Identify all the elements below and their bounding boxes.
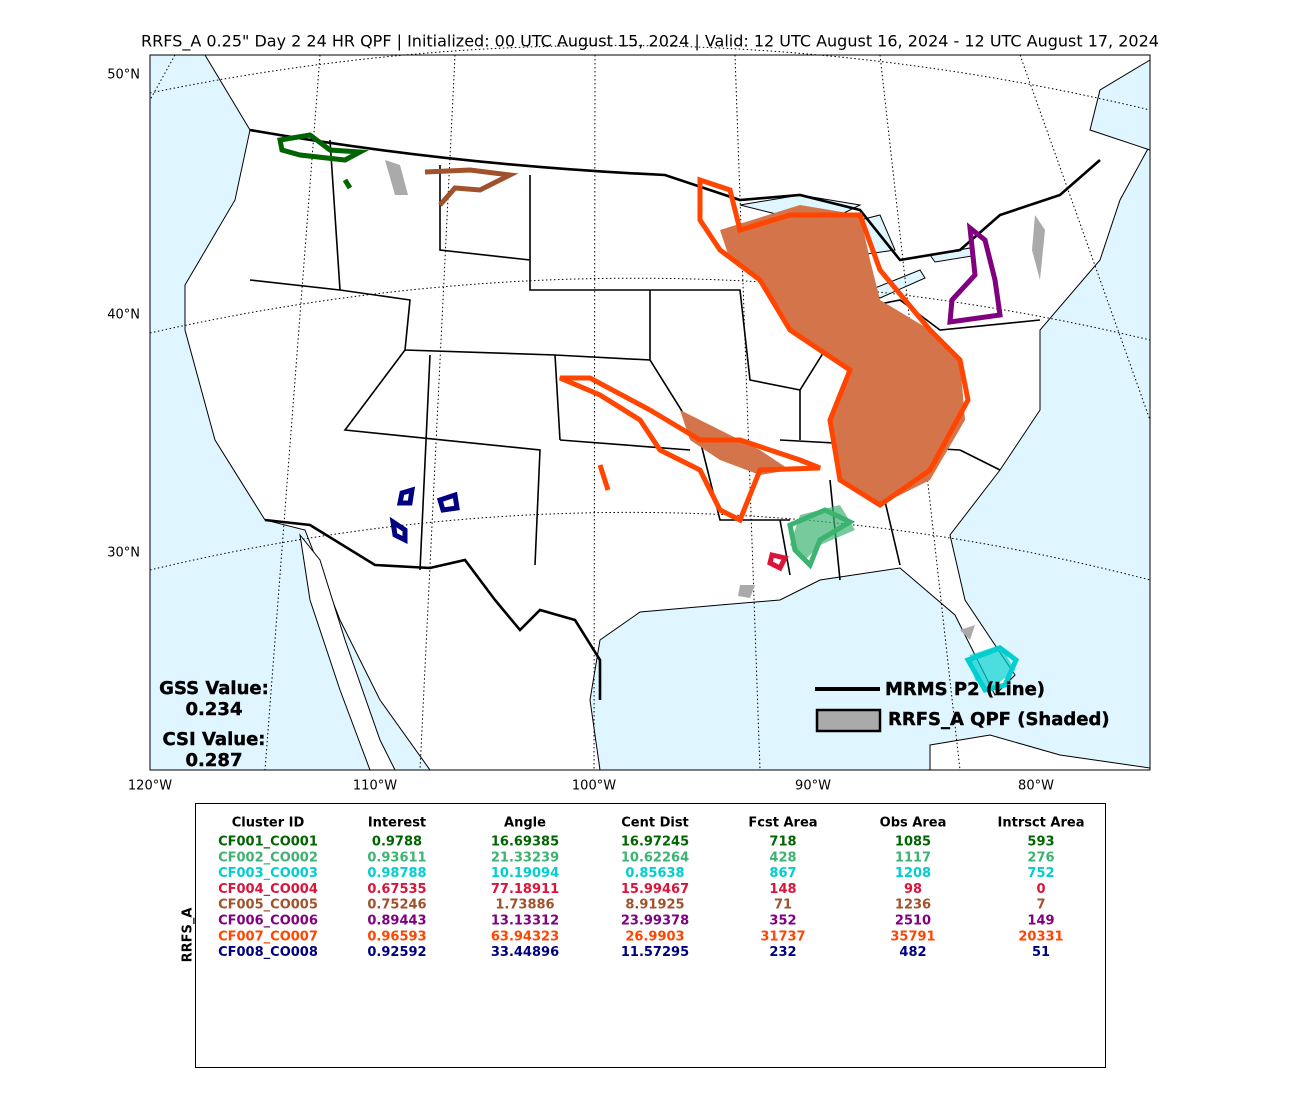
table-cell: 63.94323 (491, 929, 559, 944)
table-cell: 352 (769, 914, 796, 929)
graticule (149, 277, 1151, 341)
legend-label: MRMS P2 (Line) (885, 679, 1045, 700)
lat-label: 30°N (107, 546, 140, 561)
table-frame (195, 803, 1106, 1068)
table-cell: 0 (1036, 882, 1045, 897)
graticule (149, 511, 1151, 581)
table-cell: 232 (769, 945, 796, 960)
fcst-cluster (720, 205, 965, 505)
table-cell: 16.69385 (491, 835, 559, 850)
table: Cluster ID Interest Angle Cent Dist Fcst Are… (218, 816, 1084, 961)
csi-label: CSI Value: (163, 729, 266, 750)
table-cell: 0.93611 (367, 850, 426, 865)
lon-label: 110°W (353, 779, 397, 794)
table-cell: 51 (1032, 945, 1050, 960)
table-cell: 1208 (895, 866, 931, 881)
table-cell: 0.9788 (372, 835, 422, 850)
table-cell: 10.62264 (621, 850, 689, 865)
fcst-minor (385, 160, 1045, 640)
lat-label: 40°N (107, 308, 140, 323)
lon-label: 80°W (1018, 779, 1054, 794)
table-cell: 276 (1027, 850, 1054, 865)
legend-swatch (815, 708, 882, 733)
table-cell: 13.13312 (491, 914, 559, 929)
table-cell: 1085 (895, 835, 931, 850)
gss-label: GSS Value: (159, 678, 269, 699)
table-cell: CF001_CO001 (218, 835, 318, 850)
land (184, 54, 1151, 771)
table-cell: CF004_CO004 (218, 882, 318, 897)
table-cell: 23.99378 (621, 914, 689, 929)
gss-value: 0.234 (186, 699, 243, 720)
column-header: Cluster ID (232, 816, 305, 831)
column-header: Obs Area (880, 816, 947, 831)
table-cell: CF008_CO008 (218, 945, 318, 960)
lon-labels: 120°W 110°W 100°W 90°W 80°W (128, 779, 1054, 794)
column-header: Intrsct Area (998, 816, 1085, 831)
lon-label: 120°W (128, 779, 172, 794)
table-cell: 8.91925 (625, 898, 684, 913)
us-mexico-border (264, 518, 602, 700)
table-cell: 0.67535 (367, 882, 426, 897)
table-cell: 31737 (760, 929, 805, 944)
lon-label: 90°W (795, 779, 831, 794)
table-cell: 2510 (895, 914, 931, 929)
lat-label: 50°N (107, 68, 140, 83)
table-cell: 149 (1027, 914, 1054, 929)
table-cell: 11.57295 (621, 945, 689, 960)
table-cell: 718 (769, 835, 796, 850)
table-cell: 20331 (1018, 929, 1063, 944)
table-cell: 10.19094 (491, 866, 559, 881)
table-cell: CF003_CO003 (218, 866, 318, 881)
lat-labels: 50°N 40°N 30°N (107, 68, 140, 561)
column-header: Interest (368, 816, 426, 831)
table-cell: 0.75246 (367, 898, 426, 913)
table-cell: 77.18911 (491, 882, 559, 897)
table-cell: CF005_CO005 (218, 898, 318, 913)
table-cell: 33.44896 (491, 945, 559, 960)
lon-label: 100°W (572, 779, 616, 794)
table-cell: 1117 (895, 850, 931, 865)
table-cell: 1.73886 (495, 898, 554, 913)
table-cell: CF006_CO006 (218, 914, 318, 929)
column-header: Angle (504, 816, 546, 831)
table-cell: 71 (774, 898, 792, 913)
table-cell: 752 (1027, 866, 1054, 881)
csi-value: 0.287 (186, 750, 243, 771)
table-cell: CF002_CO002 (218, 850, 318, 865)
table-cell: 0.89443 (367, 914, 426, 929)
table-cell: 16.97245 (621, 835, 689, 850)
table-cell: 1236 (895, 898, 931, 913)
table-cell: CF007_CO007 (218, 929, 318, 944)
table-cell: 0.85638 (625, 866, 684, 881)
table-cell: 148 (769, 882, 796, 897)
table-cell: 428 (769, 850, 796, 865)
table-cell: 21.33239 (491, 850, 559, 865)
table-cell: 0.92592 (367, 945, 426, 960)
table-cell: 98 (904, 882, 922, 897)
table-cell: 0.98788 (367, 866, 426, 881)
title: RRFS_A 0.25" Day 2 24 HR QPF | Initializ… (141, 32, 1159, 52)
table-cell: 35791 (890, 929, 935, 944)
table-cell: 867 (769, 866, 796, 881)
map (149, 44, 1151, 771)
table-cell: 7 (1036, 898, 1045, 913)
table-cell: 15.99467 (621, 882, 689, 897)
legend-label: RRFS_A QPF (Shaded) (888, 709, 1110, 730)
table-cell: 482 (899, 945, 926, 960)
observed-clusters (277, 132, 1020, 693)
table-cell: 0.96593 (367, 929, 426, 944)
column-header: Fcst Area (748, 816, 817, 831)
column-header: Cent Dist (621, 816, 689, 831)
table-cell: 593 (1027, 835, 1054, 850)
table-side-label: RRFS_A (181, 908, 196, 963)
map-frame (149, 54, 1151, 771)
table-cell: 26.9903 (625, 929, 684, 944)
